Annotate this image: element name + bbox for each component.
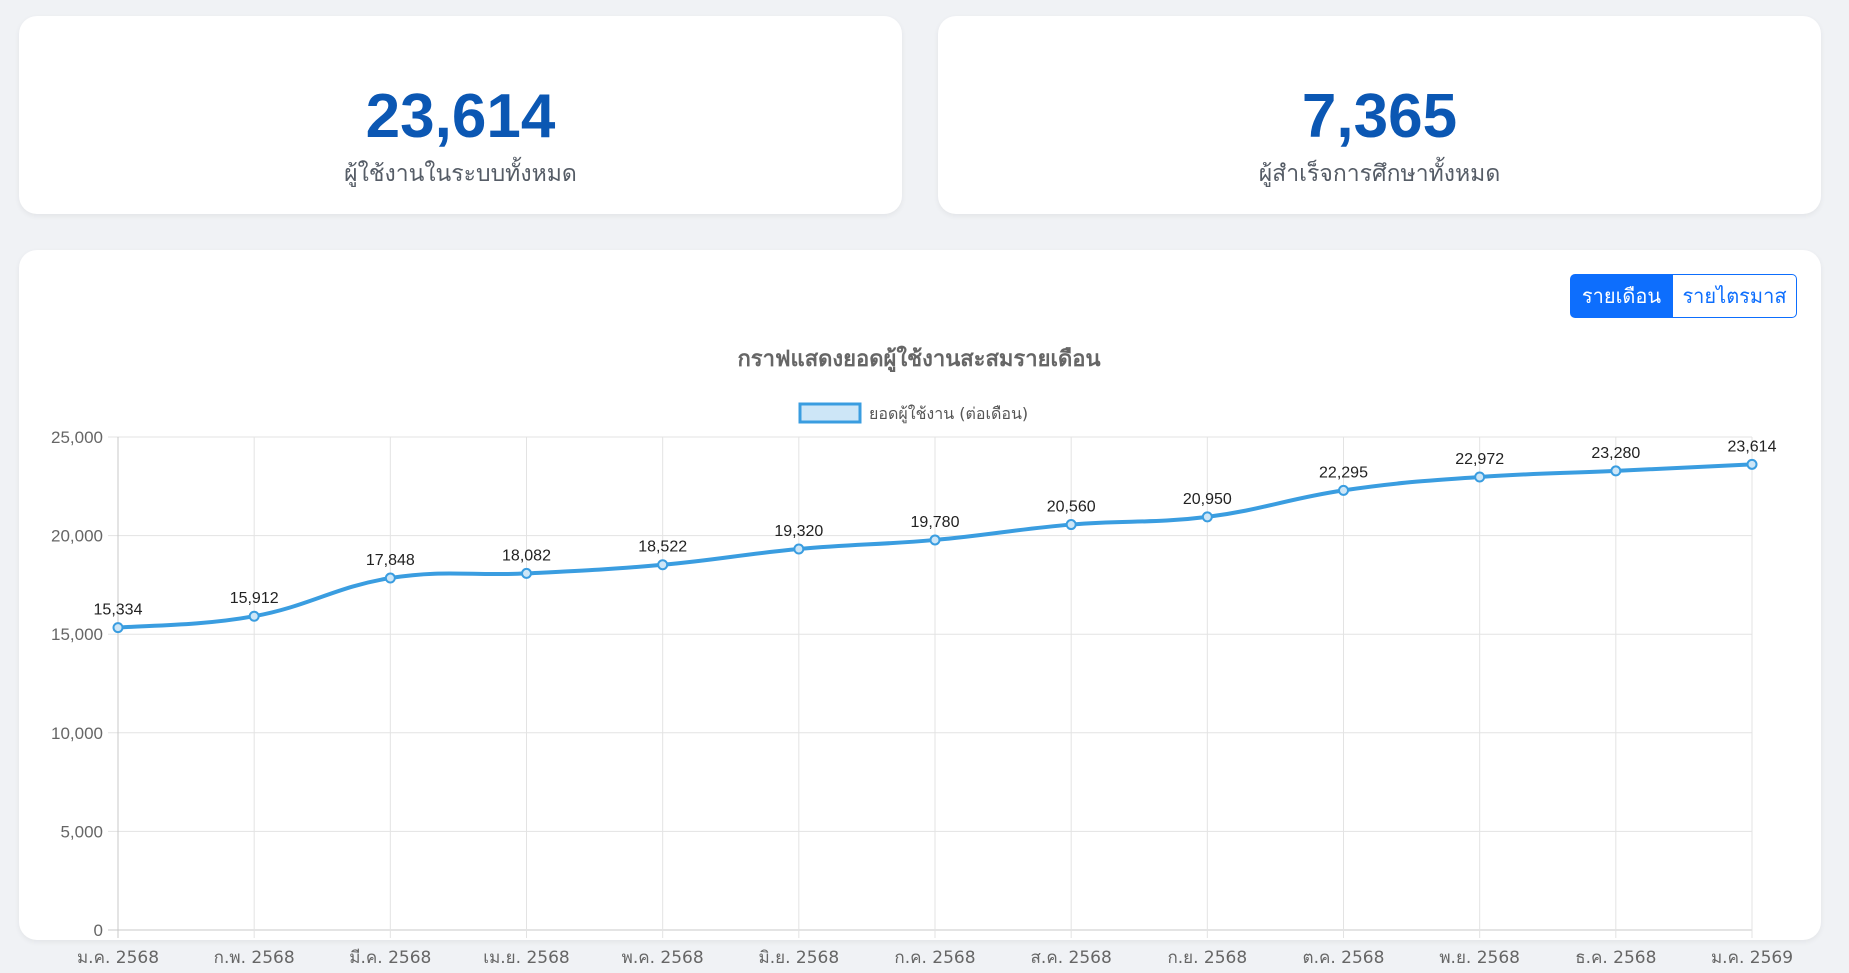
x-tick-label: ก.ย. 2568 (1167, 948, 1247, 968)
data-point[interactable] (657, 559, 669, 571)
data-point[interactable] (1746, 458, 1758, 470)
total-graduates-label: ผู้สำเร็จการศึกษาทั้งหมด (1258, 161, 1501, 187)
chart-legend: ยอดผู้ใช้งาน (ต่อเดือน) (798, 402, 1028, 424)
chart-series (112, 458, 1758, 634)
y-tick-label: 15,000 (51, 625, 103, 644)
data-label: 22,972 (1455, 451, 1504, 468)
data-point[interactable] (248, 610, 260, 622)
y-tick-label: 5,000 (60, 822, 103, 841)
data-label: 15,334 (94, 602, 143, 619)
y-tick-label: 0 (94, 921, 103, 940)
x-tick-label: ก.ค. 2568 (894, 948, 975, 968)
x-tick-label: พ.ย. 2568 (1439, 948, 1520, 968)
x-tick-label: ต.ค. 2568 (1303, 948, 1385, 968)
data-point[interactable] (1065, 519, 1077, 531)
chart-title: กราฟแสดงยอดผู้ใช้งานสะสมรายเดือน (737, 345, 1100, 373)
monthly-button[interactable]: รายเดือน (1570, 274, 1673, 318)
x-tick-label: ม.ค. 2569 (1711, 948, 1793, 968)
x-tick-label: ก.พ. 2568 (214, 948, 295, 968)
data-label: 23,614 (1728, 438, 1777, 455)
total-graduates-value: 7,365 (1301, 82, 1458, 151)
y-tick-label: 25,000 (51, 428, 103, 447)
x-tick-label: ส.ค. 2568 (1031, 948, 1112, 968)
legend-swatch (798, 402, 862, 424)
legend-label: ยอดผู้ใช้งาน (ต่อเดือน) (869, 404, 1028, 424)
period-toggle: รายเดือน รายไตรมาส (1570, 274, 1797, 318)
data-label: 22,295 (1319, 464, 1368, 481)
total-graduates-card: 7,365 ผู้สำเร็จการศึกษาทั้งหมด (938, 16, 1821, 214)
y-tick-label: 10,000 (51, 724, 103, 743)
chart-grid (108, 436, 1753, 938)
data-point[interactable] (112, 622, 124, 634)
data-point[interactable] (384, 572, 396, 584)
total-users-label: ผู้ใช้งานในระบบทั้งหมด (344, 161, 577, 187)
x-tick-label: เม.ย. 2568 (483, 948, 569, 968)
total-users-card: 23,614 ผู้ใช้งานในระบบทั้งหมด (19, 16, 902, 214)
data-label: 18,082 (502, 547, 551, 564)
data-point[interactable] (1610, 465, 1622, 477)
x-tick-label: ธ.ค. 2568 (1575, 948, 1656, 968)
chart-card (19, 250, 1821, 940)
data-point[interactable] (1201, 511, 1213, 523)
y-tick-label: 20,000 (51, 527, 103, 546)
data-point[interactable] (1338, 484, 1349, 496)
total-users-value: 23,614 (365, 82, 556, 151)
data-label: 20,950 (1183, 491, 1232, 508)
x-tick-label: มิ.ย. 2568 (759, 948, 840, 968)
data-label: 19,780 (911, 514, 960, 531)
data-label: 23,280 (1591, 445, 1640, 462)
data-point[interactable] (929, 534, 941, 546)
data-label: 20,560 (1047, 499, 1096, 516)
data-point[interactable] (793, 543, 805, 555)
data-point[interactable] (521, 567, 532, 579)
data-label: 17,848 (366, 552, 415, 569)
data-label: 15,912 (230, 590, 279, 607)
chart-axes: 0 5,000 10,000 15,000 20,000 25,000 ม.ค. 2568 ก… (51, 428, 1793, 968)
data-label: 18,522 (638, 539, 687, 556)
x-tick-label: มี.ค. 2568 (349, 948, 431, 968)
x-tick-label: ม.ค. 2568 (77, 948, 159, 968)
chart-data-labels: 15,334 15,912 17,848 18,082 18,522 19,320 19,7… (94, 438, 1777, 618)
quarterly-button[interactable]: รายไตรมาส (1673, 274, 1797, 318)
data-label: 19,320 (774, 523, 823, 540)
x-tick-label: พ.ค. 2568 (622, 948, 704, 968)
data-point[interactable] (1474, 471, 1486, 483)
